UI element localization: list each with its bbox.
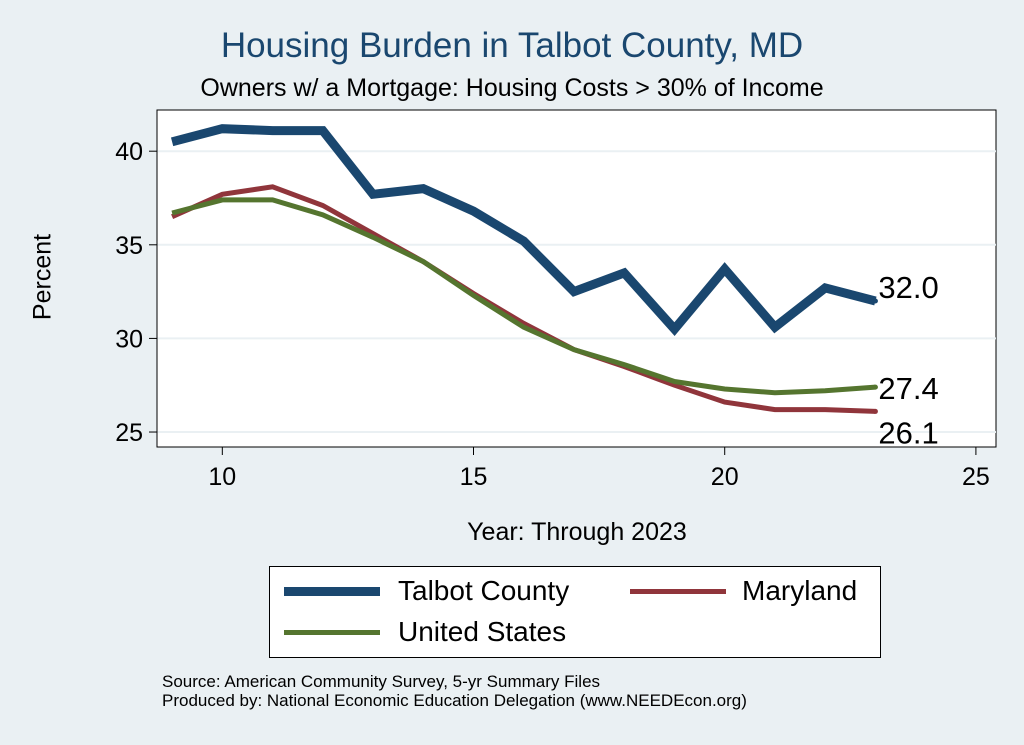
producer-line: Produced by: National Economic Education… [162, 691, 747, 710]
legend-item-maryland: Maryland [630, 575, 857, 607]
plot-area [156, 109, 997, 448]
source-line: Source: American Community Survey, 5-yr … [162, 672, 601, 691]
end-label-talbot-county: 32.0 [878, 270, 938, 305]
series-line-talbot-county [170, 124, 877, 336]
y-axis-label: Percent [28, 233, 57, 321]
series-endpoint-talbot-county [872, 298, 878, 304]
y-tick-label: 30 [115, 325, 143, 353]
chart-title: Housing Burden in Talbot County, MD [220, 26, 804, 65]
legend-swatch-maryland [630, 588, 726, 594]
series-line-maryland [171, 184, 876, 414]
y-tick-label: 25 [115, 419, 143, 447]
legend-swatch-us [284, 629, 380, 635]
x-axis: 10 15 20 25 [157, 446, 996, 491]
end-labels: 32.0 26.1 27.4 [878, 270, 938, 450]
legend-item-us: United States [284, 616, 566, 648]
x-axis-label: Year: Through 2023 [467, 518, 687, 546]
legend-swatch-talbot [284, 586, 380, 596]
legend-label-talbot: Talbot County [398, 575, 570, 606]
y-tick-label: 40 [115, 138, 143, 166]
legend-label-maryland: Maryland [742, 575, 858, 606]
legend: Talbot County Maryland United States [269, 566, 881, 658]
legend-label-us: United States [398, 616, 567, 647]
series-line-united-states [171, 197, 876, 396]
chart-subtitle: Owners w/ a Mortgage: Housing Costs > 30… [200, 74, 824, 102]
end-label-maryland: 26.1 [878, 415, 938, 450]
series-endpoint-united-states [872, 384, 878, 390]
legend-item-talbot: Talbot County [284, 575, 569, 607]
x-tick-label: 25 [962, 463, 990, 491]
x-tick-label: 15 [460, 463, 488, 491]
series-lines [170, 124, 878, 414]
source-note: Source: American Community Survey, 5-yr … [162, 672, 747, 710]
x-tick-label: 20 [711, 463, 739, 491]
y-axis: 25 30 35 40 [115, 110, 158, 447]
end-label-united-states: 27.4 [878, 371, 938, 406]
y-tick-label: 35 [115, 232, 143, 260]
x-tick-label: 10 [208, 463, 236, 491]
series-endpoint-maryland [872, 408, 878, 414]
grid-lines [157, 150, 996, 434]
